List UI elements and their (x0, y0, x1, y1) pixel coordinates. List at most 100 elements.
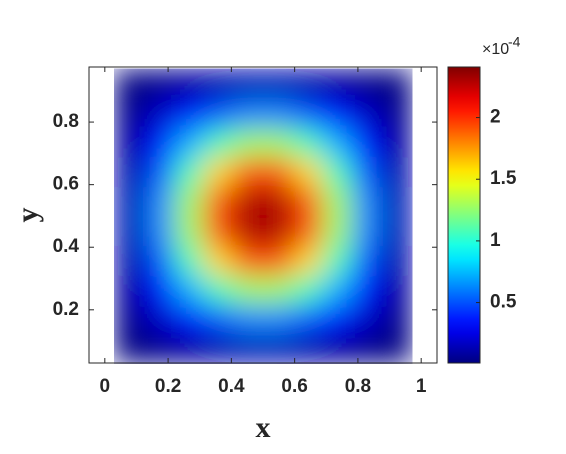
heat-cell (203, 186, 234, 217)
heat-cell (352, 186, 383, 217)
heat-cell (114, 157, 145, 188)
heat-cell (322, 304, 353, 335)
heat-cell (292, 127, 324, 158)
x-tick-label: 0 (100, 376, 111, 397)
heat-cell (233, 215, 264, 246)
heat-cell (233, 245, 264, 276)
heat-cell (352, 274, 383, 305)
heat-cell (263, 157, 294, 188)
heat-cell (352, 127, 383, 158)
heat-cell (114, 98, 145, 129)
heat-cell (233, 274, 264, 305)
heat-cell (144, 157, 175, 188)
heat-cell (322, 127, 353, 158)
heat-cell (173, 274, 205, 305)
heat-cell (144, 304, 175, 335)
colorbar-tick-label: 1 (490, 230, 501, 251)
heat-cell (292, 304, 324, 335)
heat-cell (263, 127, 294, 158)
y-tick-label: 0.8 (53, 111, 79, 132)
heat-cell (322, 215, 353, 246)
heat-cell (352, 68, 383, 99)
heat-cell (203, 215, 234, 246)
heat-cell (322, 245, 353, 276)
heat-cell (381, 274, 413, 305)
y-tick-label: 0.4 (53, 236, 80, 257)
x-tick-label: 1 (416, 376, 427, 397)
axes-box (88, 66, 438, 364)
heat-cell (114, 333, 145, 364)
heat-cell (233, 186, 264, 217)
heat-cell (203, 304, 234, 335)
colorbar-tick-label: 0.5 (490, 292, 517, 313)
heat-cell (203, 157, 234, 188)
heat-cell (292, 98, 324, 129)
heat-cell (173, 157, 205, 188)
heat-cell (203, 274, 234, 305)
heat-cell (381, 127, 413, 158)
heat-cell (173, 333, 205, 364)
heat-cell (144, 68, 175, 99)
heat-cell (263, 245, 294, 276)
heat-cell (322, 274, 353, 305)
heat-cell (263, 98, 294, 129)
heat-cell (322, 68, 353, 99)
heat-cell (173, 245, 205, 276)
heat-cell (352, 98, 383, 129)
heat-cell (381, 304, 413, 335)
heat-cell (233, 333, 264, 364)
heat-cell (263, 68, 294, 99)
heat-cell (352, 215, 383, 246)
heat-cell (173, 304, 205, 335)
heat-cell (114, 215, 145, 246)
heat-cell (114, 68, 145, 99)
heat-cell (144, 333, 175, 364)
heat-cell (173, 215, 205, 246)
heat-cell (292, 245, 324, 276)
heat-cell (203, 127, 234, 158)
heat-cell (381, 68, 413, 99)
heat-cell (381, 215, 413, 246)
heat-cell (233, 157, 264, 188)
heat-cell (263, 186, 294, 217)
heat-cell (292, 333, 324, 364)
heat-cell (263, 333, 294, 364)
heat-cell (144, 245, 175, 276)
heat-cell (292, 186, 324, 217)
heat-cell (173, 98, 205, 129)
heat-cell (381, 333, 413, 364)
heat-cell (322, 186, 353, 217)
heat-cell (203, 245, 234, 276)
heat-cell (322, 157, 353, 188)
heat-cell (114, 304, 145, 335)
heat-cell (173, 68, 205, 99)
y-tick-label: 0.6 (53, 174, 79, 195)
heat-cell (144, 127, 175, 158)
heat-cell (322, 333, 353, 364)
heat-cell (233, 127, 264, 158)
heat-cell (114, 186, 145, 217)
y-axis-label: y (11, 208, 44, 223)
heat-cell (352, 304, 383, 335)
heat-cell (292, 157, 324, 188)
heat-cell (352, 333, 383, 364)
heat-cell (233, 304, 264, 335)
y-tick-label: 0.2 (53, 299, 79, 320)
x-tick-label: 0.2 (155, 376, 181, 397)
heat-cell (292, 274, 324, 305)
heat-cell (173, 127, 205, 158)
heatmap (114, 68, 413, 364)
colorbar-exponent: -4 (508, 34, 521, 50)
colorbar (447, 66, 481, 364)
heat-cell (352, 245, 383, 276)
x-tick-label: 0.6 (281, 376, 307, 397)
heat-cell (203, 68, 234, 99)
heat-cell (114, 245, 145, 276)
heat-cell (173, 186, 205, 217)
heat-cell (381, 186, 413, 217)
heat-cell (292, 68, 324, 99)
colorbar-tick-label: 1.5 (490, 168, 517, 189)
heat-cell (352, 157, 383, 188)
heat-cell (263, 304, 294, 335)
